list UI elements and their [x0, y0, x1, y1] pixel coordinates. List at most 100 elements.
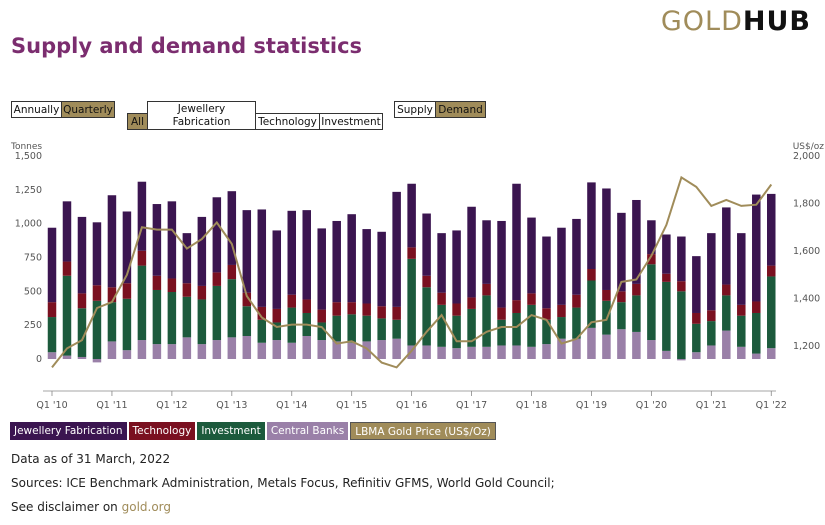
supply-demand-chart: Tonnes US$/oz 0 250 500 750 1,000 1,250 1,500 1,2…: [10, 142, 824, 411]
bar-jewellery-fabrication: [767, 193, 776, 266]
x-tick-label: Q1 '19: [576, 400, 607, 411]
bar-investment: [197, 299, 207, 345]
gold-org-link[interactable]: gold.org: [121, 500, 172, 514]
x-tick-label: Q1 '22: [756, 400, 787, 411]
demand-button[interactable]: Demand: [435, 101, 486, 118]
investment-button[interactable]: Investment: [319, 113, 383, 130]
bar-central-banks: [692, 352, 701, 359]
bar-central-banks: [122, 350, 132, 359]
bar-technology: [92, 285, 102, 301]
bar-jewellery-fabrication: [347, 214, 356, 303]
bar-central-banks: [392, 338, 401, 359]
bar-investment: [152, 289, 162, 345]
all-button[interactable]: All: [127, 113, 148, 130]
bar-investment: [557, 317, 566, 339]
bar-investment: [392, 319, 401, 339]
data-as-of: Data as of 31 March, 2022: [11, 452, 171, 466]
bar-jewellery-fabrication: [512, 183, 521, 301]
bar-central-banks: [77, 356, 87, 359]
jewellery-fabrication-button[interactable]: Jewellery Fabrication: [147, 101, 256, 130]
supply-button[interactable]: Supply: [394, 101, 436, 118]
bar-jewellery-fabrication: [587, 182, 596, 270]
bar-central-banks: [662, 350, 671, 359]
bar-technology: [212, 272, 222, 286]
bar-jewellery-fabrication: [617, 212, 626, 292]
bar-investment: [527, 304, 536, 347]
bar-jewellery-fabrication: [542, 236, 551, 309]
legend-technology[interactable]: Technology: [128, 422, 196, 440]
bar-central-banks: [317, 340, 326, 359]
bar-jewellery-fabrication: [317, 228, 326, 310]
legend-central-banks[interactable]: Central Banks: [266, 422, 349, 440]
x-tick-label: Q1 '16: [396, 400, 427, 411]
bar-jewellery-fabrication: [227, 191, 237, 265]
bar-investment: [452, 315, 461, 349]
bar-investment: [167, 292, 177, 345]
legend-jewellery-fabrication[interactable]: Jewellery Fabrication: [10, 422, 127, 440]
bar-central-banks: [722, 330, 731, 359]
bar-central-banks: [227, 337, 237, 359]
y-axis-left-title: Tonnes: [10, 142, 42, 152]
bar-technology: [197, 285, 207, 300]
bar-investment: [47, 317, 57, 353]
bar-investment: [272, 322, 282, 341]
bar-technology: [572, 294, 581, 308]
bar-central-banks: [47, 352, 57, 359]
bar-central-banks: [332, 341, 341, 359]
bar-technology: [602, 289, 611, 301]
bar-central-banks: [512, 345, 521, 359]
bar-technology: [392, 306, 401, 320]
bar-technology: [242, 292, 252, 307]
bar-technology: [422, 275, 431, 288]
bar-jewellery-fabrication: [497, 220, 506, 308]
bar-technology: [662, 273, 671, 282]
bar-investment: [752, 312, 761, 354]
chart-legend: Jewellery Fabrication Technology Investm…: [10, 422, 498, 440]
bar-jewellery-fabrication: [242, 210, 252, 293]
goldhub-logo[interactable]: GOLDHUB: [661, 6, 811, 37]
x-tick-label: Q1 '17: [456, 400, 487, 411]
bar-jewellery-fabrication: [197, 216, 207, 286]
bar-investment: [497, 319, 506, 346]
x-tick-label: Q1 '13: [216, 400, 247, 411]
bar-technology: [557, 304, 566, 318]
x-tick-label: Q1 '18: [516, 400, 547, 411]
bar-technology: [527, 293, 536, 305]
bar-jewellery-fabrication: [572, 218, 581, 295]
bar-technology: [512, 300, 521, 313]
bar-technology: [287, 294, 297, 308]
bar-investment: [587, 280, 596, 328]
bar-jewellery-fabrication: [482, 220, 491, 284]
bar-technology: [407, 247, 416, 259]
y-tick-right: 1,200: [793, 341, 820, 352]
legend-gold-price[interactable]: LBMA Gold Price (US$/Oz): [350, 422, 496, 440]
x-tick-label: Q1 '10: [36, 400, 67, 411]
bar-technology: [677, 281, 686, 292]
bar-technology: [707, 310, 716, 322]
bar-central-banks: [602, 334, 611, 359]
bar-jewellery-fabrication: [647, 220, 656, 255]
bar-investment: [437, 304, 446, 347]
bar-technology: [377, 306, 386, 319]
technology-button[interactable]: Technology: [255, 113, 320, 130]
bar-jewellery-fabrication: [152, 204, 162, 276]
bar-technology: [647, 254, 656, 265]
bar-central-banks: [467, 346, 476, 359]
bar-technology: [62, 261, 72, 276]
bar-investment: [707, 321, 716, 346]
bar-jewellery-fabrication: [272, 230, 282, 309]
sources-text: Sources: ICE Benchmark Administration, M…: [11, 476, 555, 490]
annually-button[interactable]: Annually: [11, 101, 62, 118]
bar-central-banks: [242, 335, 252, 359]
bar-central-banks: [707, 345, 716, 359]
bar-technology: [482, 283, 491, 296]
x-tick-label: Q1 '12: [156, 400, 187, 411]
x-tick-label: Q1 '15: [336, 400, 367, 411]
legend-investment[interactable]: Investment: [197, 422, 265, 440]
y-tick-right: 1,400: [793, 294, 820, 305]
quarterly-button[interactable]: Quarterly: [61, 101, 115, 118]
bar-technology: [467, 297, 476, 309]
bar-central-banks: [92, 359, 102, 363]
bar-jewellery-fabrication: [692, 256, 701, 313]
bar-investment: [512, 312, 521, 346]
